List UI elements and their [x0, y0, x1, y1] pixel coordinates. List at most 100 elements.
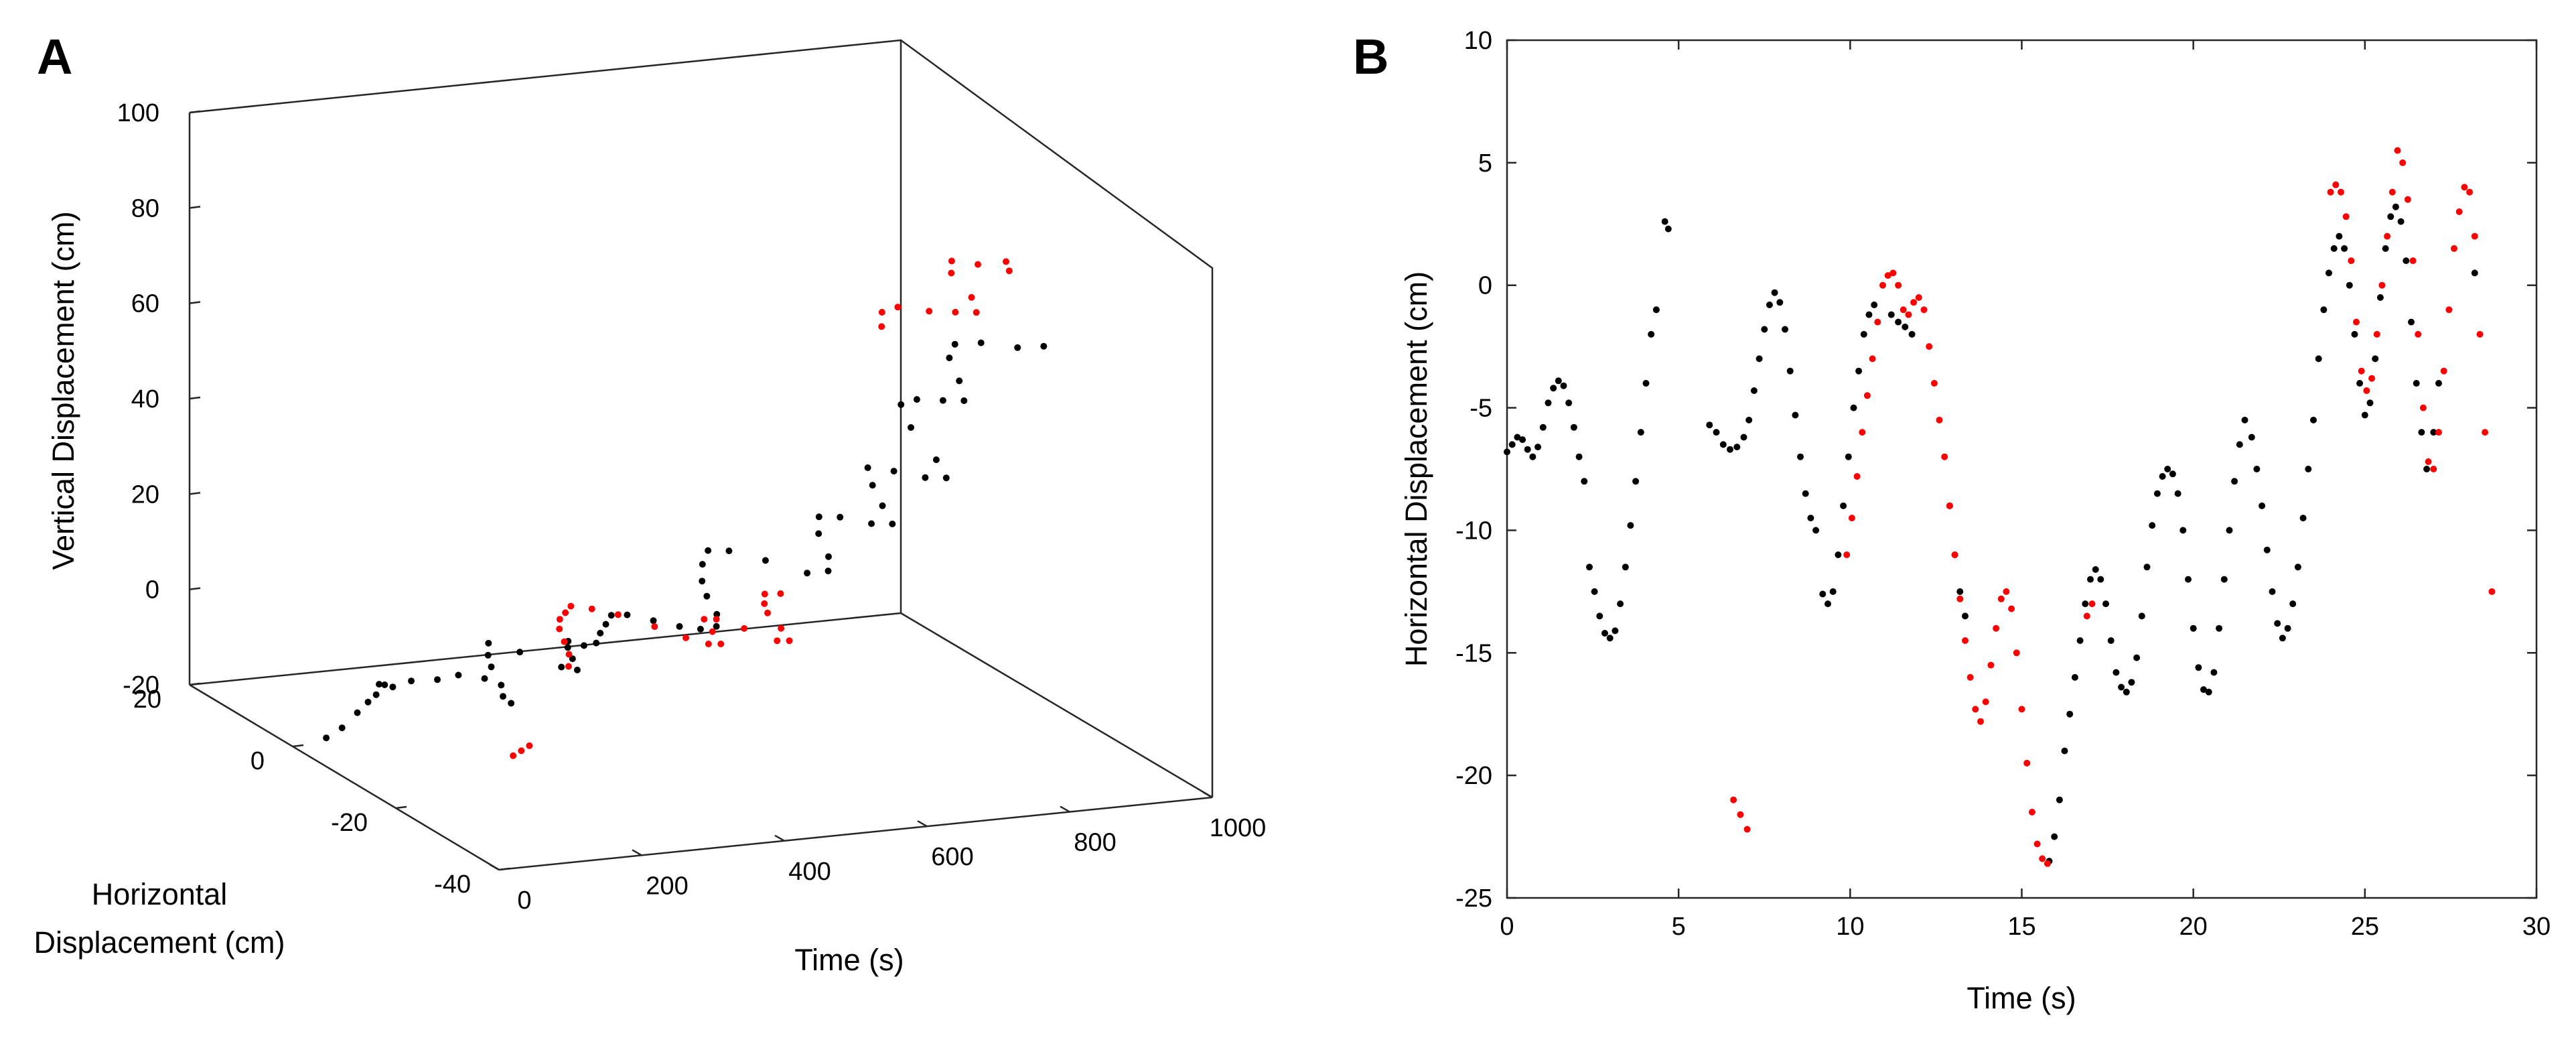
panel-b-point-black	[1565, 399, 1573, 407]
panel-a-point-red	[878, 323, 885, 330]
panel-b-point-black	[2231, 478, 2238, 485]
panel-a-point-black	[922, 474, 929, 481]
panel-b-point-black	[1706, 421, 1713, 429]
panel-b-point-black	[2051, 833, 2058, 840]
panel-b-point-black	[1596, 612, 1603, 620]
panel-b-point-red	[2488, 588, 2496, 595]
panel-a-z-tick	[189, 206, 201, 209]
panel-a-point-red	[717, 641, 725, 647]
panel-a-point-black	[890, 468, 898, 475]
panel-b-point-black	[2253, 466, 2261, 472]
panel-b-point-red	[2425, 458, 2432, 465]
panel-b-point-black	[2305, 466, 2312, 472]
panel-b-point-black	[2241, 416, 2248, 423]
panel-b-point-black	[2248, 434, 2255, 441]
panel-b-point-red	[2471, 233, 2478, 240]
panel-b-point-red	[1869, 355, 1876, 363]
panel-a-point-black	[323, 734, 330, 742]
panel-a-point-red	[975, 261, 981, 268]
panel-b-ticks: 0 5 10 15 20 25 30 -25 -20 -15 -10 -5 0 5 10	[1455, 27, 2551, 941]
panel-b-point-black	[1771, 289, 1778, 296]
panel-a-point-black	[951, 340, 958, 348]
panel-b-point-red	[2430, 466, 2437, 472]
panel-b-point-red	[2419, 404, 2427, 411]
panel-b-y-tick-label: 5	[1478, 149, 1492, 178]
panel-a-point-red	[705, 641, 712, 647]
panel-b-point-black	[1519, 436, 1526, 444]
panel-a-z-tick	[189, 396, 201, 400]
panel-b-point-black	[2376, 294, 2384, 301]
panel-b-point-black	[2179, 527, 2187, 534]
panel-b-point-red	[2039, 855, 2046, 862]
panel-a-point-red	[761, 600, 768, 607]
panel-a-point-black	[498, 681, 505, 689]
panel-a-point-red	[588, 605, 595, 612]
panel-a-x-axis-title: Time (s)	[794, 943, 904, 977]
panel-b-point-black	[1581, 478, 1588, 485]
panel-b-plot-area	[1504, 147, 2496, 867]
panel-a-y-tick-label: -40	[434, 870, 471, 899]
panel-b-point-red	[1900, 306, 1907, 314]
panel-b-point-black	[2082, 600, 2089, 608]
panel-a-x-tick-label: 400	[788, 858, 831, 886]
panel-b-point-black	[1845, 453, 1852, 460]
panel-a-point-red	[1003, 258, 1009, 265]
panel-b-point-black	[1727, 446, 1733, 453]
panel-b-y-tick-label: 0	[1478, 272, 1492, 300]
panel-a-point-red	[556, 616, 563, 623]
panel-b-point-black	[1504, 448, 1510, 456]
panel-b-y-tick-label: -15	[1455, 639, 1492, 667]
panel-b-point-black	[1617, 600, 1624, 608]
panel-b-point-black	[1829, 588, 1837, 595]
panel-b-point-black	[2195, 664, 2202, 671]
panel-a-point-black	[942, 474, 950, 482]
panel-b-point-red	[2384, 233, 2391, 240]
panel-b-point-black	[2366, 399, 2374, 407]
panel-b-point-black	[1524, 446, 1531, 453]
panel-a-point-black	[815, 513, 822, 521]
panel-b-point-red	[1993, 625, 2000, 632]
panel-b-x-tick-label: 25	[2351, 913, 2379, 941]
panel-b-point-black	[1776, 299, 1784, 306]
panel-a-point-black	[624, 611, 631, 618]
panel-b-point-black	[2185, 576, 2192, 583]
panel-a-y-tick	[395, 805, 407, 809]
panel-a-point-black	[381, 681, 388, 688]
panel-a-point-black	[879, 502, 886, 509]
panel-a-plot-area	[323, 257, 1048, 759]
panel-a-y-tick	[189, 682, 201, 686]
panel-b-point-black	[2320, 306, 2328, 314]
panel-a-point-red	[778, 625, 785, 632]
panel-b-point-red	[2327, 188, 2334, 196]
panel-a-point-red	[565, 651, 573, 658]
panel-b-point-red	[2440, 367, 2447, 375]
panel-b-point-black	[2226, 527, 2233, 534]
panel-b-point-black	[1956, 588, 1964, 595]
panel-b-point-red	[2358, 367, 2365, 375]
panel-b-point-black	[2325, 269, 2332, 277]
panel-b-point-black	[2403, 257, 2410, 265]
panel-b-point-black	[2174, 490, 2181, 497]
panel-b-y-tick-label: -20	[1455, 762, 1492, 790]
panel-a-point-black	[597, 629, 604, 637]
panel-a-point-black	[488, 663, 495, 671]
panel-a-z-tick-label: 40	[131, 385, 159, 413]
panel-b-point-red	[2023, 759, 2031, 767]
panel-a-y-axis-title-line2: Displacement (cm)	[33, 925, 285, 960]
panel-a-x-tick-label: 600	[931, 843, 973, 871]
panel-b-point-black	[2263, 546, 2271, 553]
panel-b-x-tick-label: 10	[1836, 913, 1864, 941]
panel-b-point-black	[1860, 330, 1867, 338]
panel-b-point-black	[2361, 411, 2368, 419]
panel-a-point-red	[878, 309, 885, 316]
panel-b-point-black	[2408, 318, 2415, 326]
panel-a-point-red	[761, 590, 768, 598]
panel-b-point-red	[2013, 649, 2020, 657]
panel-b-point-red	[2342, 213, 2350, 220]
panel-a-point-black	[939, 397, 946, 404]
panel-a-point-black	[815, 530, 822, 537]
panel-b-point-red	[1874, 318, 1881, 326]
panel-a-point-red	[948, 257, 955, 265]
